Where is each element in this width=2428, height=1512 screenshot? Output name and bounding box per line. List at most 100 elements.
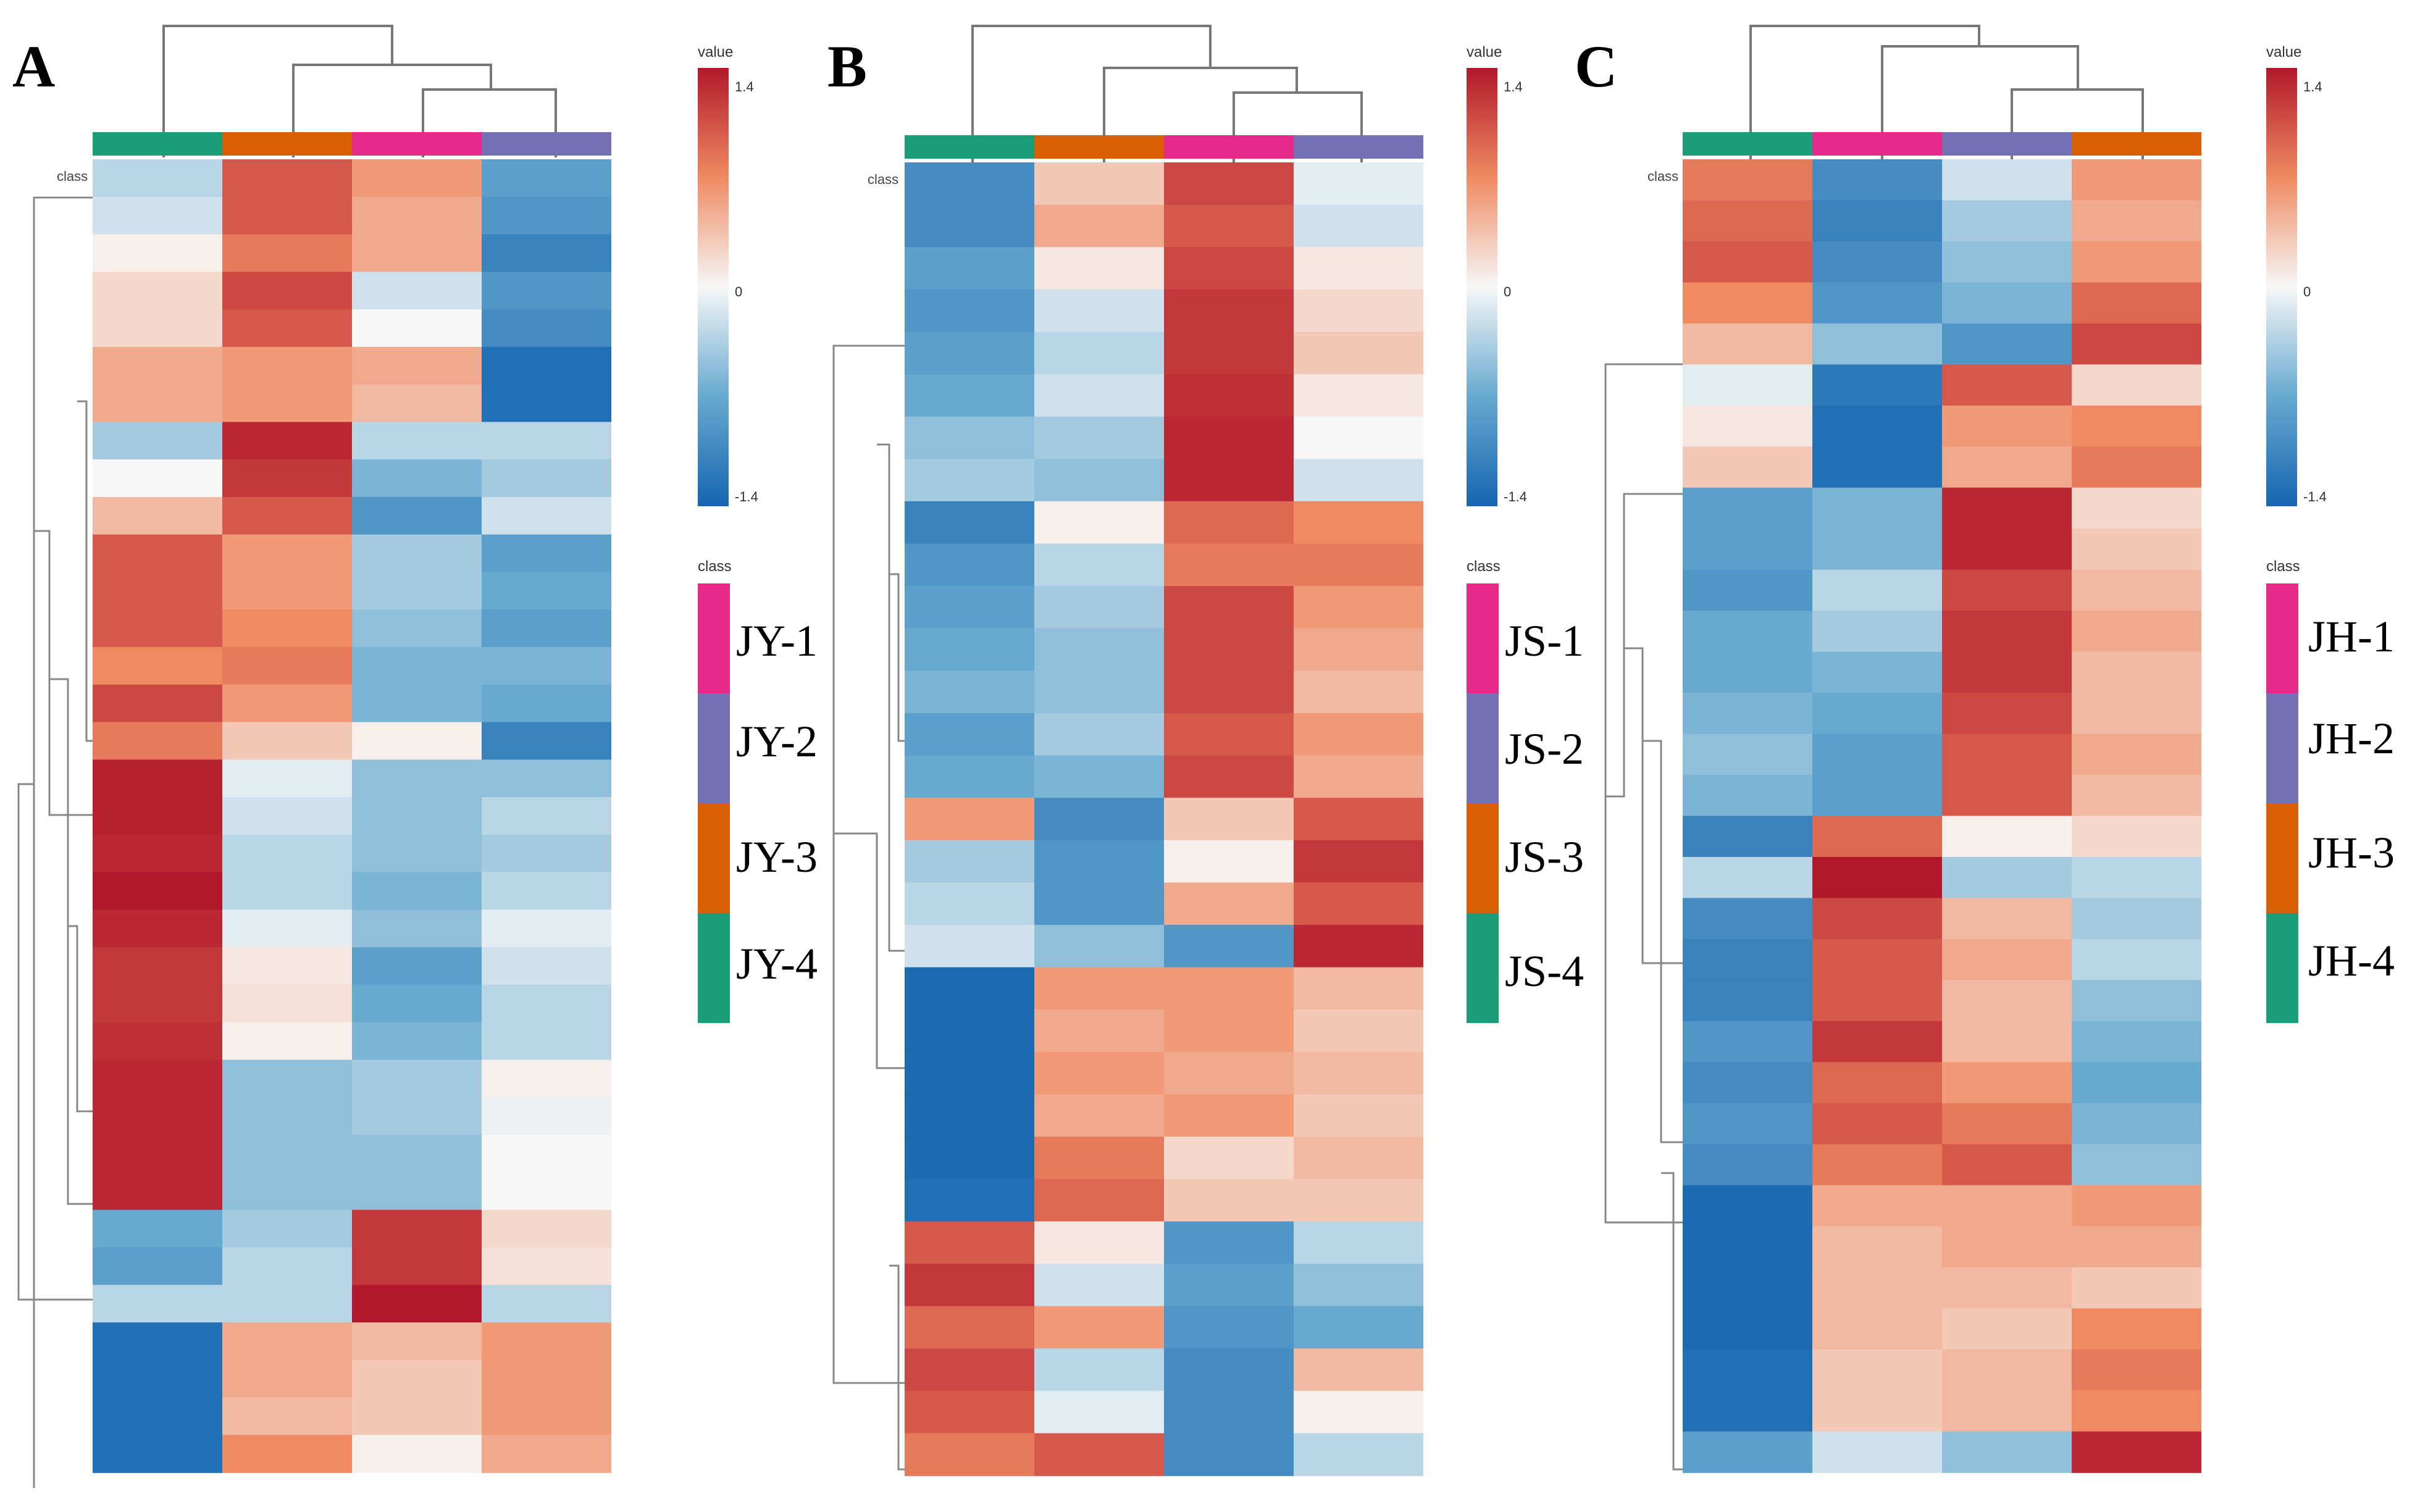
heatmap-cell: [352, 1435, 482, 1473]
heatmap-cell: [2072, 1431, 2201, 1473]
heatmap-cell: [1294, 1009, 1423, 1053]
heatmap-cell: [1164, 628, 1294, 672]
heatmap-cell: [1812, 856, 1942, 899]
heatmap-cell: [1942, 528, 2072, 570]
class-bar-segment-jy-1: [352, 132, 482, 156]
heatmap-cell: [1164, 332, 1294, 375]
heatmap-cell: [1034, 204, 1164, 248]
heatmap-cell: [93, 1209, 222, 1248]
heatmap-cell: [222, 534, 352, 573]
heatmap-cell: [2072, 1185, 2201, 1227]
heatmap-cell: [1034, 628, 1164, 672]
heatmap-cell: [352, 1209, 482, 1248]
heatmap-cell: [2072, 528, 2201, 570]
heatmap-cell: [1034, 543, 1164, 587]
heatmap-cell: [352, 984, 482, 1023]
heatmap-cell: [1294, 1094, 1423, 1137]
heatmap-cell: [1294, 543, 1423, 587]
heatmap-cell: [1034, 1433, 1164, 1476]
heatmap-cell: [1034, 459, 1164, 502]
value-legend-min: -1.4: [735, 489, 758, 504]
class-legend-label-1: JS-1: [1505, 616, 1584, 666]
heatmap-cell: [1683, 980, 1812, 1022]
heatmap-cell: [222, 459, 352, 498]
heatmap-cell: [1164, 712, 1294, 756]
heatmap-cell: [1294, 1179, 1423, 1222]
heatmap-cell: [482, 459, 611, 498]
row-dendrogram: [832, 345, 905, 1471]
value-legend-title: value: [1467, 44, 1502, 61]
heatmap-cell: [482, 1097, 611, 1135]
heatmap-cell: [482, 722, 611, 761]
heatmap-cell: [2072, 1144, 2201, 1186]
heatmap-cell: [1683, 1103, 1812, 1145]
class-bar-segment-jh-4: [1683, 132, 1812, 156]
heatmap-cell: [1812, 1349, 1942, 1391]
heatmap-cell: [482, 196, 611, 235]
heatmap-cell: [1164, 840, 1294, 883]
heatmap-cell: [2072, 1267, 2201, 1309]
class-legend-swatch-2: [1467, 693, 1499, 803]
class-legend-label-4: JH-4: [2308, 936, 2395, 985]
heatmap-cell: [1683, 1390, 1812, 1432]
heatmap-cell: [1164, 670, 1294, 714]
heatmap-cell: [905, 755, 1034, 798]
heatmap-cell: [2072, 733, 2201, 775]
heatmap-cell: [93, 1022, 222, 1061]
heatmap-cell: [93, 609, 222, 648]
heatmap-cell: [905, 1348, 1034, 1392]
heatmap-cell: [93, 196, 222, 235]
heatmap-cell: [905, 459, 1034, 502]
value-legend-mid: 0: [1504, 284, 1511, 299]
heatmap-cell: [1164, 1051, 1294, 1095]
heatmap-cell: [1683, 816, 1812, 858]
heatmap-cell: [1034, 501, 1164, 545]
heatmap-cell: [1294, 1137, 1423, 1180]
heatmap-cell: [352, 797, 482, 835]
heatmap-cell: [1294, 628, 1423, 672]
heatmap-cell: [222, 984, 352, 1023]
heatmap-cell: [1034, 712, 1164, 756]
heatmap-cell: [2072, 405, 2201, 448]
heatmap-cell: [2072, 1308, 2201, 1350]
heatmap-cell: [1034, 1306, 1164, 1349]
heatmap-cell: [1812, 1390, 1942, 1432]
heatmap-cell: [482, 496, 611, 535]
heatmap-cell: [482, 647, 611, 685]
heatmap-cell: [1942, 1226, 2072, 1268]
heatmap-cell: [1812, 1144, 1942, 1186]
heatmap-cell: [222, 1322, 352, 1361]
heatmap-cell: [1683, 1144, 1812, 1186]
class-legend-swatch-4: [2266, 913, 2298, 1023]
value-legend-title: value: [2266, 44, 2301, 61]
heatmap-cell: [2072, 980, 2201, 1022]
heatmap-cell: [1164, 247, 1294, 290]
heatmap-cell: [482, 797, 611, 835]
heatmap-cell: [1683, 446, 1812, 488]
heatmap-cell: [1034, 967, 1164, 1011]
heatmap-cell: [352, 1059, 482, 1098]
class-axis-label: class: [868, 172, 898, 187]
heatmap-cell: [352, 1247, 482, 1285]
class-legend-label-3: JH-3: [2308, 828, 2395, 877]
heatmap-cell: [93, 384, 222, 423]
heatmap-cell: [222, 1059, 352, 1098]
heatmap-cell: [2072, 775, 2201, 817]
heatmap-cell: [222, 1209, 352, 1248]
heatmap-cell: [905, 1433, 1034, 1476]
heatmap-cell: [2072, 1226, 2201, 1268]
value-legend-mid: 0: [735, 284, 742, 299]
heatmap-cell: [93, 234, 222, 273]
heatmap-cell: [1942, 569, 2072, 611]
heatmap-cell: [905, 289, 1034, 333]
heatmap-cell: [1164, 1221, 1294, 1264]
panel-label-a: A: [12, 33, 55, 99]
class-legend: class JS-1 JS-2 JS-3 JS-4: [1467, 558, 1584, 1023]
heatmap-cell: [93, 909, 222, 948]
heatmap-cell: [1294, 332, 1423, 375]
heatmap-cell: [1164, 459, 1294, 502]
heatmap-cell: [1164, 967, 1294, 1011]
heatmap-cell: [1164, 1263, 1294, 1307]
heatmap-cell: [93, 459, 222, 498]
